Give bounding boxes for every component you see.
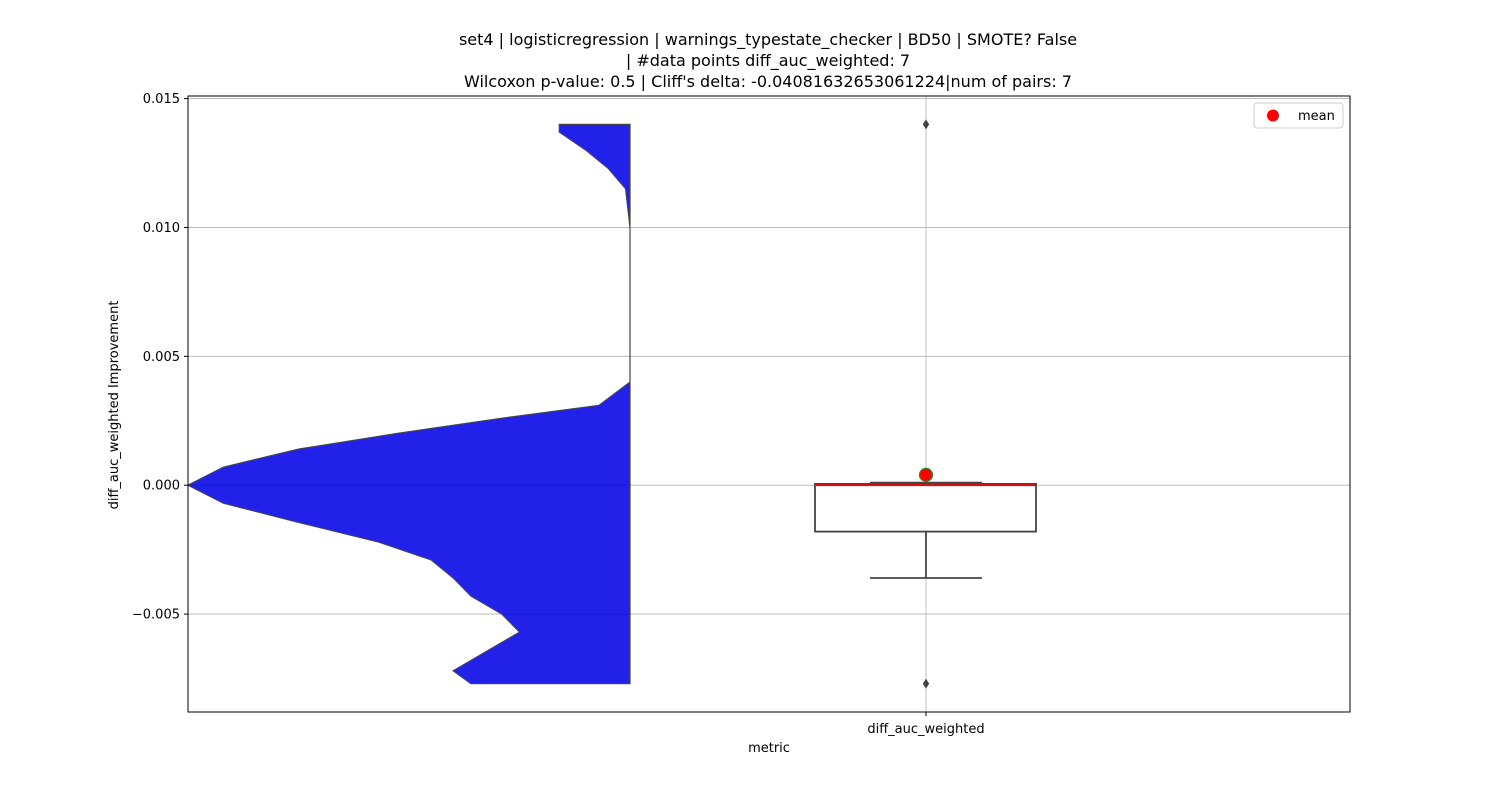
legend-box	[1253, 102, 1344, 129]
mean-marker	[918, 467, 934, 482]
legend: mean	[1253, 102, 1344, 129]
outlier-point	[922, 119, 930, 130]
chart-title-line-2: | #data points diff_auc_weighted: 7	[625, 51, 911, 70]
grid-layer	[188, 96, 1350, 712]
outlier-point	[922, 678, 930, 689]
y-tick-label: −0.005	[132, 608, 180, 623]
chart-title-line-3: Wilcoxon p-value: 0.5 | Cliff's delta: -…	[464, 72, 1072, 91]
y-tick-label: 0.010	[143, 221, 180, 236]
x-axis-label: metric	[748, 741, 790, 756]
box-layer	[814, 119, 1037, 689]
legend-label: mean	[1298, 109, 1335, 124]
box-iqr	[814, 482, 1037, 533]
plot-frame	[187, 95, 1351, 713]
y-tick-label: 0.015	[143, 92, 180, 107]
x-tick-label: diff_auc_weighted	[867, 722, 984, 737]
y-axis-label: diff_auc_weighted Improvement	[107, 301, 122, 510]
y-tick-label: 0.005	[143, 350, 180, 365]
chart-title-line-1: set4 | logisticregression | warnings_typ…	[458, 30, 1078, 49]
tick-layer: −0.005 0.000 0.005 0.010 0.015 diff_auc_weigh…	[132, 92, 985, 737]
violin-body	[188, 123, 631, 685]
violin-layer	[188, 123, 631, 685]
legend-marker	[1267, 109, 1279, 122]
y-tick-label: 0.000	[143, 479, 180, 494]
